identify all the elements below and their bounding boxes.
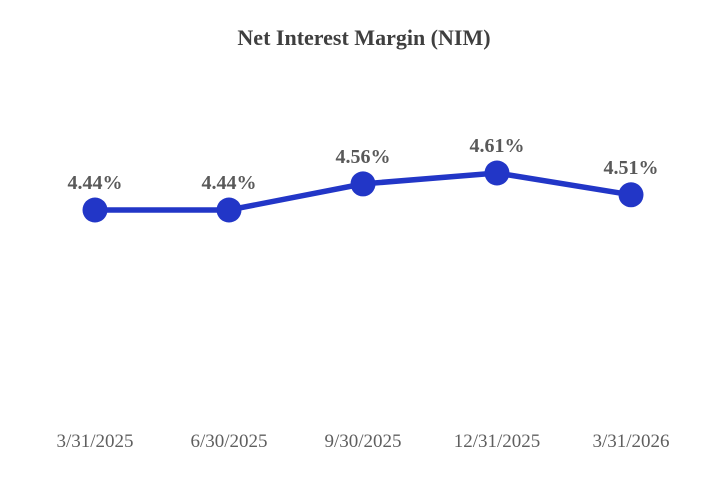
x-axis-label: 6/30/2025: [190, 431, 267, 452]
data-point-label: 4.56%: [336, 146, 391, 168]
x-axis-label: 3/31/2026: [592, 431, 669, 452]
data-point-label: 4.61%: [470, 135, 525, 157]
x-axis-label: 9/30/2025: [324, 431, 401, 452]
data-point-marker: [216, 197, 242, 223]
data-point-marker: [82, 197, 108, 223]
data-point-label: 4.44%: [68, 172, 123, 194]
chart-title: Net Interest Margin (NIM): [237, 25, 491, 50]
data-point-marker: [484, 160, 510, 186]
x-axis-label: 12/31/2025: [454, 431, 541, 452]
data-point-label: 4.51%: [604, 157, 659, 179]
data-point-label: 4.44%: [202, 172, 257, 194]
data-point-marker: [350, 171, 376, 197]
data-point-marker: [618, 182, 644, 208]
x-axis-label: 3/31/2025: [56, 431, 133, 452]
